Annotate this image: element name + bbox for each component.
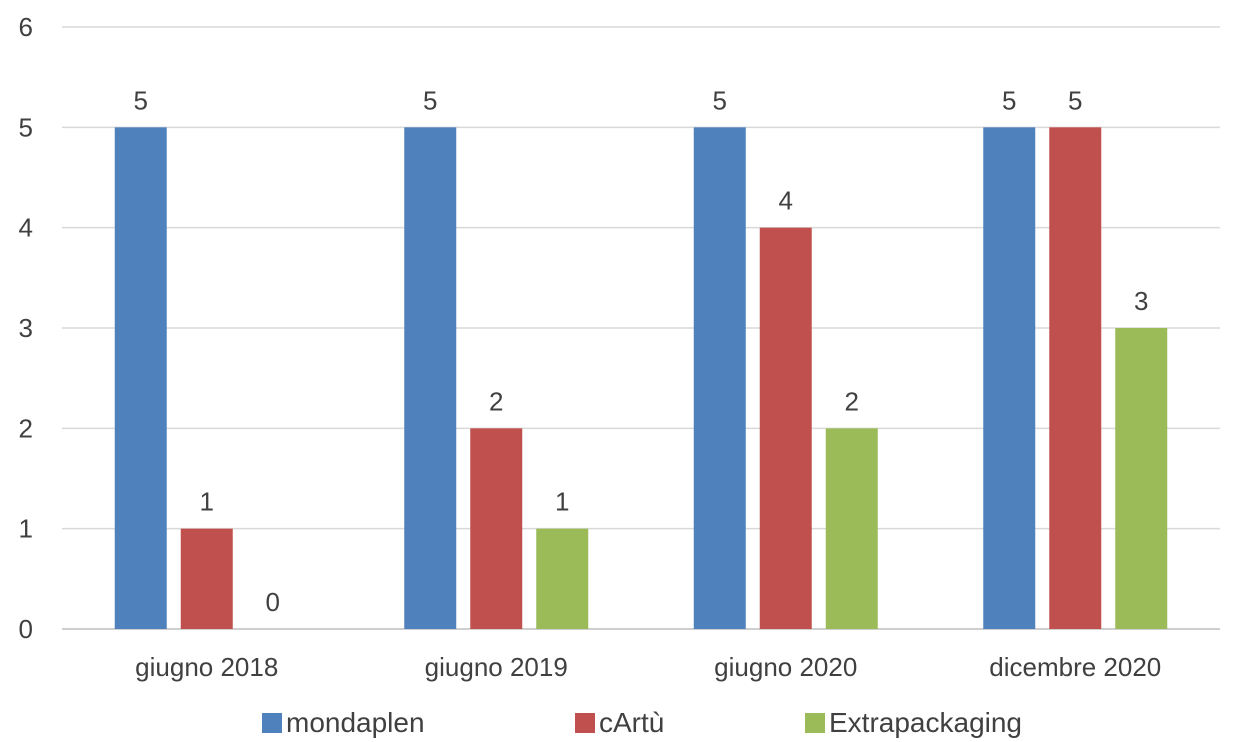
data-label: 3 bbox=[1134, 286, 1148, 316]
data-label: 1 bbox=[555, 487, 569, 517]
bar bbox=[470, 428, 523, 629]
data-labels: 5 1 0 5 2 1 5 4 2 5 5 3 bbox=[134, 85, 1149, 617]
legend-swatch bbox=[805, 713, 825, 733]
bars bbox=[114, 127, 1168, 629]
bar bbox=[180, 528, 233, 629]
x-category-label: giugno 2018 bbox=[135, 652, 278, 682]
bar bbox=[536, 528, 589, 629]
y-tick-label: 5 bbox=[19, 112, 33, 142]
bar bbox=[404, 127, 457, 629]
data-label: 5 bbox=[1002, 85, 1016, 115]
bar bbox=[825, 428, 878, 629]
data-label: 5 bbox=[713, 85, 727, 115]
data-label: 5 bbox=[134, 85, 148, 115]
bar bbox=[1049, 127, 1102, 629]
legend-label: cArtù bbox=[599, 707, 664, 738]
legend-label: Extrapackaging bbox=[829, 707, 1022, 738]
data-label: 5 bbox=[1068, 85, 1082, 115]
y-axis-ticks: 0 1 2 3 4 5 6 bbox=[19, 12, 33, 644]
legend: mondaplen cArtù Extrapackaging bbox=[262, 707, 1022, 738]
data-label: 2 bbox=[845, 386, 859, 416]
bar bbox=[759, 227, 812, 629]
gridlines bbox=[62, 26, 1220, 630]
data-label: 4 bbox=[779, 186, 793, 216]
legend-label: mondaplen bbox=[286, 707, 425, 738]
x-category-label: dicembre 2020 bbox=[989, 652, 1161, 682]
legend-swatch bbox=[262, 713, 282, 733]
bar bbox=[1115, 328, 1168, 629]
data-label: 0 bbox=[266, 587, 280, 617]
y-tick-label: 1 bbox=[19, 514, 33, 544]
x-category-label: giugno 2019 bbox=[425, 652, 568, 682]
bar bbox=[983, 127, 1036, 629]
data-label: 2 bbox=[489, 386, 503, 416]
y-tick-label: 6 bbox=[19, 12, 33, 42]
y-tick-label: 4 bbox=[19, 213, 33, 243]
data-label: 1 bbox=[200, 487, 214, 517]
x-axis-categories: giugno 2018 giugno 2019 giugno 2020 dicembr… bbox=[135, 652, 1161, 682]
y-tick-label: 0 bbox=[19, 614, 33, 644]
y-tick-label: 2 bbox=[19, 413, 33, 443]
bar bbox=[114, 127, 167, 629]
legend-swatch bbox=[575, 713, 595, 733]
data-label: 5 bbox=[423, 85, 437, 115]
bar bbox=[693, 127, 746, 629]
y-tick-label: 3 bbox=[19, 313, 33, 343]
x-category-label: giugno 2020 bbox=[714, 652, 857, 682]
